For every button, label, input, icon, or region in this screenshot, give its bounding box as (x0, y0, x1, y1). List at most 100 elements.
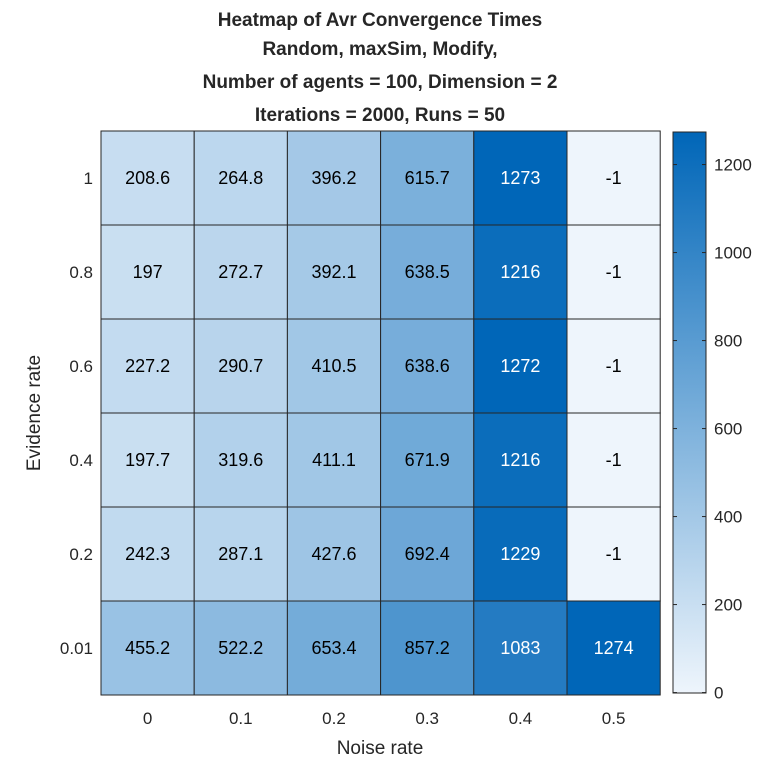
title-line-1: Heatmap of Avr Convergence Times (218, 10, 543, 31)
colorbar-tick-label: 200 (714, 596, 742, 615)
title-line-4: Iterations = 2000, Runs = 50 (255, 105, 505, 126)
cell-value-label: 1083 (500, 638, 540, 658)
cell-value-label: 638.5 (405, 262, 450, 282)
cell-value-label: 692.4 (405, 544, 450, 564)
cell-value-label: 857.2 (405, 638, 450, 658)
colorbar-tick-label: 1000 (714, 244, 752, 263)
cell-value-label: -1 (606, 544, 622, 564)
heatmap-cell (566, 130, 661, 226)
cell-value-label: 319.6 (218, 450, 263, 470)
cell-value-label: 411.1 (312, 450, 356, 470)
heatmap-cell (566, 506, 661, 602)
heatmap-cell (473, 412, 568, 508)
heatmap-cell (100, 412, 195, 508)
heatmap-cell (566, 224, 661, 320)
x-tick-label: 0 (143, 709, 152, 728)
cell-value-label: 1216 (500, 450, 540, 470)
cell-value-label: 1229 (500, 544, 540, 564)
heatmap-cell (473, 130, 568, 226)
x-tick-label: 0.2 (322, 709, 346, 728)
heatmap-cell (380, 506, 475, 602)
cell-value-label: 615.7 (405, 168, 450, 188)
x-tick-label: 0.4 (509, 709, 533, 728)
cell-value-label: 197.7 (125, 450, 170, 470)
heatmap-cell (380, 130, 475, 226)
cell-value-label: 197 (133, 262, 163, 282)
heatmap-cell (286, 412, 382, 508)
cell-value-label: 242.3 (125, 544, 170, 564)
cell-value-label: -1 (606, 168, 622, 188)
cell-value-label: 1272 (500, 356, 540, 376)
y-tick-label: 0.01 (60, 639, 93, 658)
heatmap-cell (473, 600, 568, 696)
heatmap-cell (380, 600, 475, 696)
cell-value-label: 522.2 (218, 638, 263, 658)
heatmap-cell (193, 130, 288, 226)
cell-value-label: 392.1 (311, 262, 356, 282)
heatmap-cell (193, 224, 288, 320)
heatmap-cells (100, 130, 661, 696)
heatmap-cell (286, 506, 382, 602)
colorbar-tick-label: 0 (714, 684, 723, 703)
x-tick-label: 0.5 (602, 709, 626, 728)
cell-value-label: 427.6 (311, 544, 356, 564)
x-axis-ticks: 0 0.1 0.2 0.3 0.4 0.5 (143, 709, 626, 728)
y-tick-label: 0.8 (69, 263, 93, 282)
colorbar-tick-label: 1200 (714, 156, 752, 175)
cell-value-label: 396.2 (311, 168, 356, 188)
colorbar: 0 200 400 600 800 1000 1200 (672, 131, 752, 703)
cell-value-label: 290.7 (218, 356, 263, 376)
chart-title: Heatmap of Avr Convergence Times Random,… (203, 10, 558, 126)
y-axis-label: Evidence rate (24, 355, 45, 471)
colorbar-tick-label: 400 (714, 508, 742, 527)
colorbar-tick-label: 600 (714, 420, 742, 439)
title-line-3: Number of agents = 100, Dimension = 2 (203, 72, 558, 93)
heatmap-cell (100, 318, 195, 414)
cell-value-label: 287.1 (218, 544, 263, 564)
y-tick-label: 1 (84, 169, 93, 188)
heatmap-cell (473, 506, 568, 602)
colorbar-tick-label: 800 (714, 332, 742, 351)
heatmap-cell (566, 600, 661, 696)
cell-value-label: 455.2 (125, 638, 170, 658)
cell-value-label: 410.5 (311, 356, 356, 376)
cell-value-label: 653.4 (311, 638, 356, 658)
cell-value-label: -1 (606, 450, 622, 470)
colorbar-gradient (672, 131, 707, 694)
cell-value-label: 1274 (594, 638, 634, 658)
cell-value-label: -1 (606, 356, 622, 376)
x-tick-label: 0.1 (229, 709, 253, 728)
heatmap-cell (380, 224, 475, 320)
heatmap-cell (100, 130, 195, 226)
cell-value-label: 671.9 (405, 450, 450, 470)
heatmap-cell (566, 318, 661, 414)
colorbar-ticks: 0 200 400 600 800 1000 1200 (673, 156, 752, 703)
cell-value-label: 208.6 (125, 168, 170, 188)
cell-value-label: 638.6 (405, 356, 450, 376)
heatmap-cell (473, 318, 568, 414)
heatmap-cell (286, 318, 382, 414)
heatmap-cell (100, 506, 195, 602)
y-tick-label: 0.2 (69, 545, 93, 564)
y-axis-ticks: 1 0.8 0.6 0.4 0.2 0.01 (60, 169, 93, 658)
heatmap-cell (380, 412, 475, 508)
cell-value-label: 264.8 (218, 168, 263, 188)
cell-value-label: 272.7 (218, 262, 263, 282)
x-tick-label: 0.3 (415, 709, 439, 728)
y-tick-label: 0.6 (69, 357, 93, 376)
heatmap-cell-labels: 208.6 264.8 396.2 615.7 1273 -1 197 272.7 392.1 6… (125, 168, 634, 658)
heatmap-cell (193, 318, 288, 414)
heatmap-cell (100, 600, 195, 696)
cell-value-label: 1216 (500, 262, 540, 282)
heatmap-cell (286, 130, 382, 226)
title-line-2: Random, maxSim, Modify, (262, 39, 497, 60)
x-axis-label: Noise rate (337, 738, 424, 759)
cell-value-label: 1273 (500, 168, 540, 188)
heatmap-cell (566, 412, 661, 508)
y-tick-label: 0.4 (69, 451, 93, 470)
heatmap-cell (193, 412, 288, 508)
heatmap-cell (380, 318, 475, 414)
cell-value-label: 227.2 (125, 356, 170, 376)
cell-value-label: -1 (606, 262, 622, 282)
